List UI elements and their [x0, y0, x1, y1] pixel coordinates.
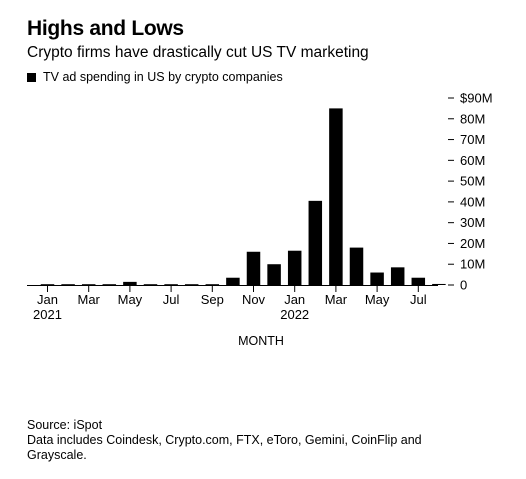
- x-tick-label: Jul: [163, 292, 180, 307]
- x-axis-title: MONTH: [238, 334, 284, 348]
- bar: [390, 267, 405, 285]
- bar: [226, 277, 240, 285]
- bar: [123, 281, 137, 285]
- x-tick-label: Sep: [201, 292, 224, 307]
- x-tick-label: May: [118, 292, 143, 307]
- y-tick-label: 0: [460, 278, 467, 293]
- bar: [308, 200, 323, 285]
- x-tick-label: Nov: [242, 292, 266, 307]
- bar: [370, 272, 384, 285]
- x-tick-label: Jul: [410, 292, 427, 307]
- y-tick-label: 80M: [460, 111, 485, 126]
- bar: [287, 250, 302, 285]
- bar: [40, 284, 55, 285]
- x-tick-sublabel: 2022: [280, 307, 309, 322]
- y-tick-label: 30M: [460, 215, 485, 230]
- y-tick-label: 20M: [460, 236, 485, 251]
- chart-title: Highs and Lows: [27, 17, 184, 40]
- x-tick-label: Mar: [78, 292, 101, 307]
- chart-subtitle: Crypto firms have drastically cut US TV …: [27, 44, 369, 61]
- x-tick-label: May: [365, 292, 390, 307]
- bar: [143, 284, 158, 285]
- chart-legend: TV ad spending in US by crypto companies: [27, 70, 283, 84]
- bar: [184, 284, 199, 285]
- legend-swatch: [27, 72, 36, 82]
- bar: [267, 264, 281, 285]
- x-tick-label: Jan: [37, 292, 58, 307]
- y-tick-label: 50M: [460, 174, 485, 189]
- bar: [81, 284, 96, 285]
- x-tick-sublabel: 2021: [33, 307, 62, 322]
- bar: [164, 284, 178, 285]
- x-tick-label: Mar: [325, 292, 348, 307]
- bar: [349, 247, 364, 285]
- bar: [411, 277, 426, 285]
- chart-footer: Source: iSpot Data includes Coindesk, Cr…: [27, 418, 467, 463]
- source-note: Source: iSpot: [27, 418, 103, 432]
- y-tick-label: 60M: [460, 153, 485, 168]
- x-tick-label: Jan: [284, 292, 305, 307]
- bar: [61, 284, 75, 285]
- bar: [246, 251, 261, 285]
- bar: [329, 108, 343, 285]
- y-tick-label: 40M: [460, 194, 485, 209]
- y-tick-label: 10M: [460, 257, 485, 272]
- bar: [432, 283, 446, 285]
- legend-label: TV ad spending in US by crypto companies: [43, 70, 283, 84]
- data-note: Data includes Coindesk, Crypto.com, FTX,…: [27, 433, 422, 462]
- y-tick-label: 70M: [460, 132, 485, 147]
- bar: [102, 284, 117, 285]
- y-tick-label: $90M: [460, 91, 493, 106]
- bar: [205, 284, 220, 285]
